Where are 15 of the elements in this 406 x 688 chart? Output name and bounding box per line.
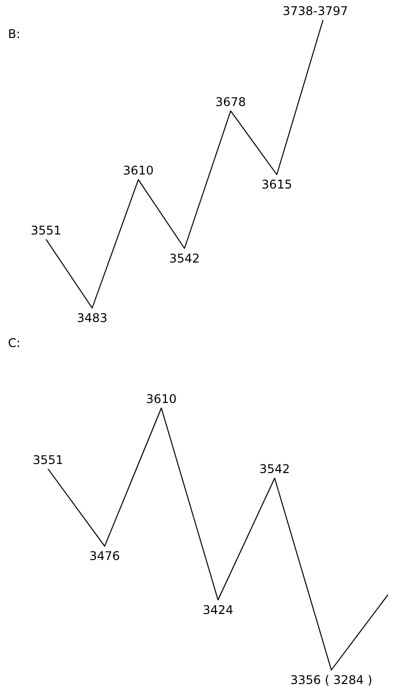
data-label: 3542	[169, 251, 200, 266]
data-label: 3678	[215, 94, 246, 109]
data-label: 3738-3797	[282, 4, 348, 18]
chart-title: C:	[8, 336, 20, 350]
data-label: 3542	[259, 462, 290, 476]
data-label: 3615	[262, 178, 292, 192]
data-label: 3551	[32, 452, 64, 467]
data-label: 3424	[202, 602, 234, 617]
data-label: 3551	[30, 223, 62, 238]
data-label: 3610	[146, 392, 177, 406]
text: B:	[8, 27, 20, 41]
data-label: 3483	[76, 311, 108, 325]
data-label: 3476	[89, 549, 120, 564]
data-label: 3610	[123, 164, 154, 178]
data-label: 3356 ( 3284 )	[290, 673, 372, 687]
